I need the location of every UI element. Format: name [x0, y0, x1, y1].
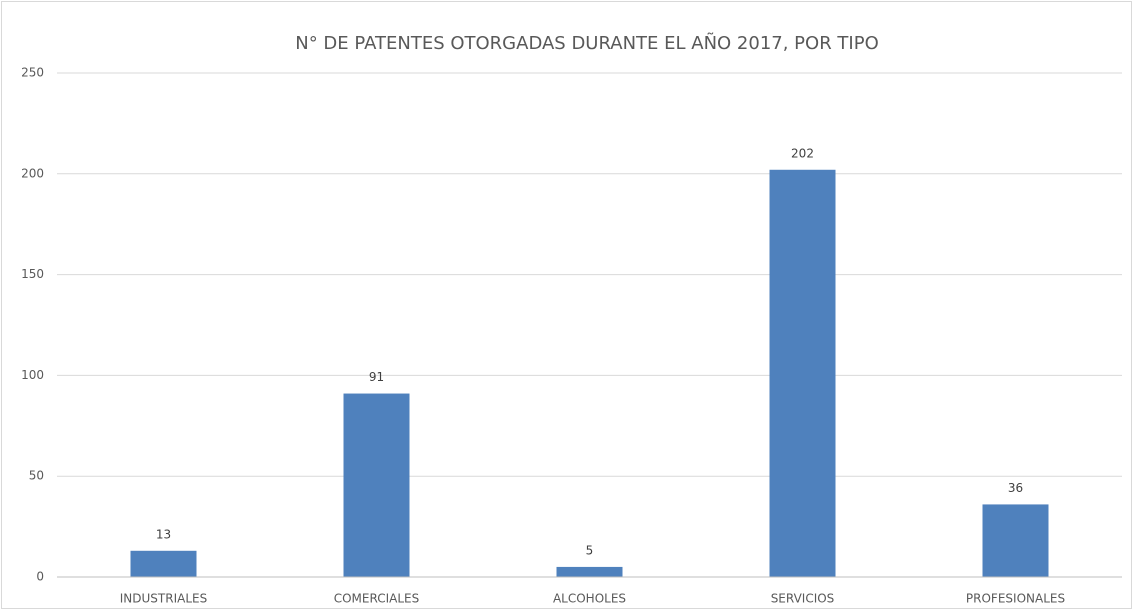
data-label: 202	[791, 146, 814, 160]
data-label: 36	[1008, 481, 1023, 495]
bar	[769, 169, 836, 577]
x-tick-label: COMERCIALES	[334, 592, 420, 606]
bar	[982, 504, 1049, 577]
x-tick-label: SERVICIOS	[771, 592, 835, 606]
y-tick-label: 250	[21, 66, 44, 80]
y-tick-label: 0	[36, 570, 44, 584]
y-tick-label: 150	[21, 267, 44, 281]
y-tick-label: 100	[21, 368, 44, 382]
bar	[343, 393, 410, 577]
x-tick-label: PROFESIONALES	[966, 592, 1065, 606]
data-label: 13	[156, 527, 171, 541]
chart-title: N° DE PATENTES OTORGADAS DURANTE EL AÑO …	[295, 32, 879, 54]
bar	[130, 550, 197, 577]
x-tick-label: INDUSTRIALES	[120, 592, 207, 606]
x-tick-label: ALCOHOLES	[553, 592, 626, 606]
y-tick-label: 200	[21, 166, 44, 180]
y-tick-label: 50	[29, 469, 44, 483]
bar	[556, 566, 623, 577]
data-label: 5	[586, 543, 594, 557]
data-label: 91	[369, 370, 384, 384]
